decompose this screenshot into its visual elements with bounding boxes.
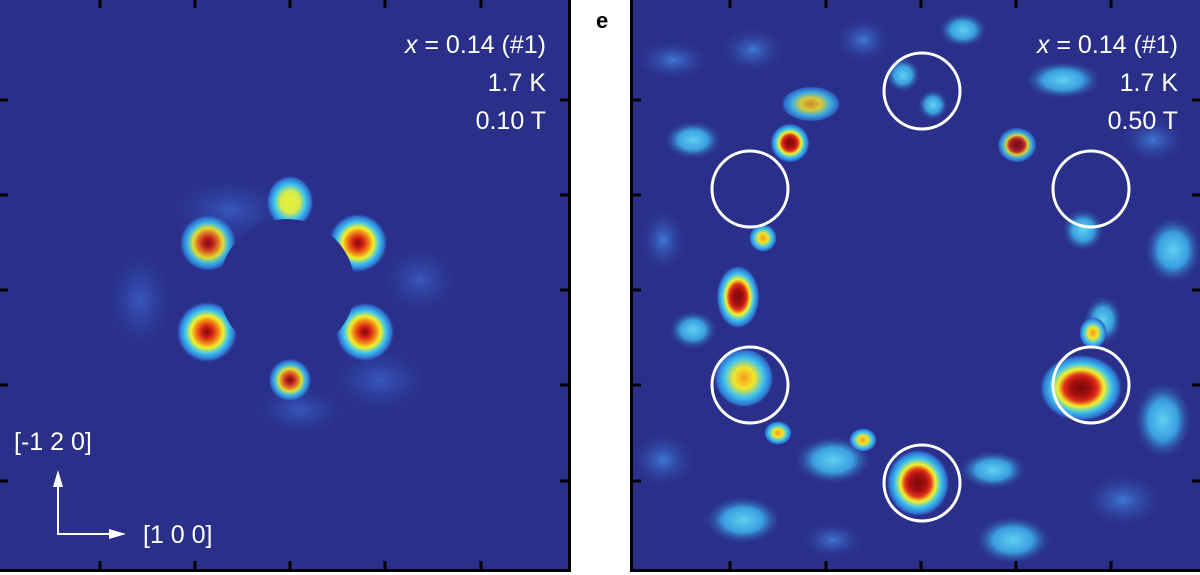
annotation-left: x = 0.14 (#1) 1.7 K 0.10 T — [405, 26, 546, 140]
marker-circles — [710, 51, 1131, 523]
axis-label-horizontal: [1 0 0] — [143, 521, 213, 549]
field-label: 0.50 T — [1107, 107, 1178, 135]
panel-label-e: e — [596, 8, 609, 33]
sans-pattern-panel-right: x = 0.14 (#1) 1.7 K 0.50 T — [630, 0, 1200, 572]
ticks-left — [0, 0, 568, 569]
field-label: 0.10 T — [475, 107, 546, 135]
temperature-label: 1.7 K — [487, 69, 546, 97]
background-noise — [633, 12, 1200, 565]
ticks-right — [633, 0, 1200, 569]
annotation-right: x = 0.14 (#1) 1.7 K 0.50 T — [1037, 26, 1178, 140]
sans-pattern-panel-left: x = 0.14 (#1) 1.7 K 0.10 T [-1 2 0] [1 0… — [0, 0, 571, 572]
composition-label: x = 0.14 (#1) — [404, 31, 546, 59]
heatmap-right — [633, 0, 1200, 569]
beamstop-right — [771, 135, 1071, 435]
axis-label-vertical: [-1 2 0] — [14, 428, 92, 456]
temperature-label: 1.7 K — [1119, 69, 1178, 97]
composition-label: x = 0.14 (#1) — [1036, 31, 1178, 59]
axis-arrows — [53, 470, 126, 539]
heatmap-left — [0, 0, 568, 569]
beamstop-left — [219, 219, 355, 355]
